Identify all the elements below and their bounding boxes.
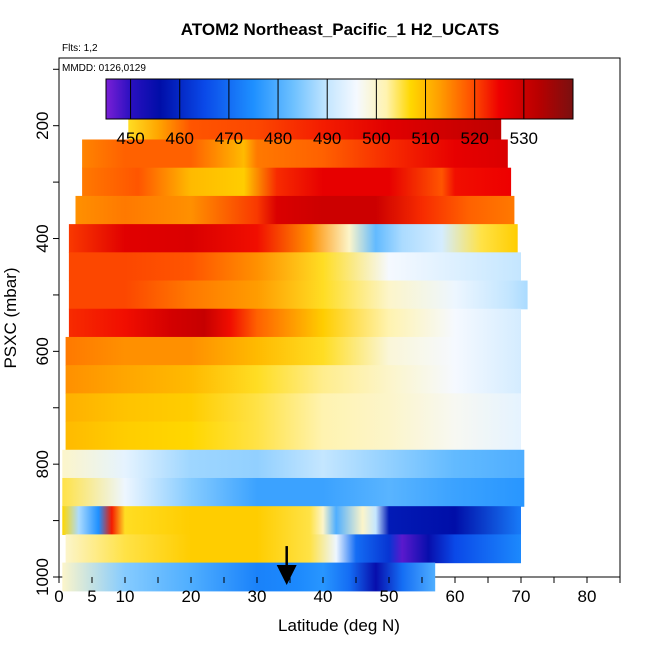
y-tick-label: 400 bbox=[33, 224, 52, 252]
y-tick-label: 200 bbox=[33, 112, 52, 140]
flights-annotation: Flts: 1,2 bbox=[62, 43, 98, 54]
heatmap-band bbox=[68, 308, 522, 338]
colorbar-tick-label: 510 bbox=[411, 129, 439, 148]
heatmap-bands bbox=[62, 111, 528, 592]
heatmap-band bbox=[68, 224, 518, 253]
x-tick-label: 70 bbox=[512, 587, 531, 606]
colorbar-tick-label: 490 bbox=[313, 129, 341, 148]
colorbar-tick-label: 500 bbox=[362, 129, 390, 148]
heatmap-band bbox=[62, 562, 436, 592]
y-axis-label: PSXC (mbar) bbox=[1, 267, 20, 368]
x-tick-label: 0 bbox=[54, 587, 63, 606]
heatmap-band bbox=[65, 336, 521, 366]
x-tick-label: 10 bbox=[116, 587, 135, 606]
heatmap-band bbox=[62, 506, 522, 535]
heatmap-band bbox=[65, 534, 521, 564]
heatmap-band bbox=[65, 393, 521, 423]
heatmap-band bbox=[68, 252, 522, 282]
dates-annotation: MMDD: 0126,0129 bbox=[62, 63, 146, 74]
colorbar: 450 460 470 480 490 500 510 520 530 bbox=[105, 78, 574, 148]
heatmap-band bbox=[82, 167, 512, 197]
x-tick-label: 5 bbox=[87, 587, 96, 606]
heatmap-band bbox=[68, 280, 528, 310]
heatmap-band bbox=[62, 449, 525, 479]
chart-title: ATOM2 Northeast_Pacific_1 H2_UCATS bbox=[181, 20, 499, 39]
y-tick-label: 1000 bbox=[33, 558, 52, 596]
heatmap-band bbox=[65, 421, 521, 451]
x-tick-label: 40 bbox=[314, 587, 333, 606]
colorbar-tick-label: 470 bbox=[215, 129, 243, 148]
x-axis-label: Latitude (deg N) bbox=[278, 616, 400, 635]
x-tick-label: 20 bbox=[182, 587, 201, 606]
colorbar-tick-label: 450 bbox=[116, 129, 144, 148]
y-tick-label: 800 bbox=[33, 450, 52, 478]
colorbar-tick-label: 530 bbox=[510, 129, 538, 148]
heatmap-band bbox=[75, 195, 515, 225]
colorbar-gradient bbox=[105, 78, 574, 120]
y-axis: 200 400 600 800 1000 bbox=[33, 68, 59, 596]
colorbar-tick-label: 460 bbox=[166, 129, 194, 148]
x-tick-label: 30 bbox=[248, 587, 267, 606]
heatmap-band bbox=[62, 477, 525, 507]
colorbar-tick-label: 520 bbox=[460, 129, 488, 148]
heatmap-band bbox=[82, 139, 508, 169]
x-tick-label: 60 bbox=[446, 587, 465, 606]
x-axis: 0 5 10 20 30 40 50 60 70 80 bbox=[54, 577, 621, 606]
x-tick-label: 80 bbox=[578, 587, 597, 606]
y-tick-label: 600 bbox=[33, 337, 52, 365]
x-tick-label: 50 bbox=[380, 587, 399, 606]
heatmap-band bbox=[65, 365, 521, 394]
colorbar-tick-label: 480 bbox=[264, 129, 292, 148]
